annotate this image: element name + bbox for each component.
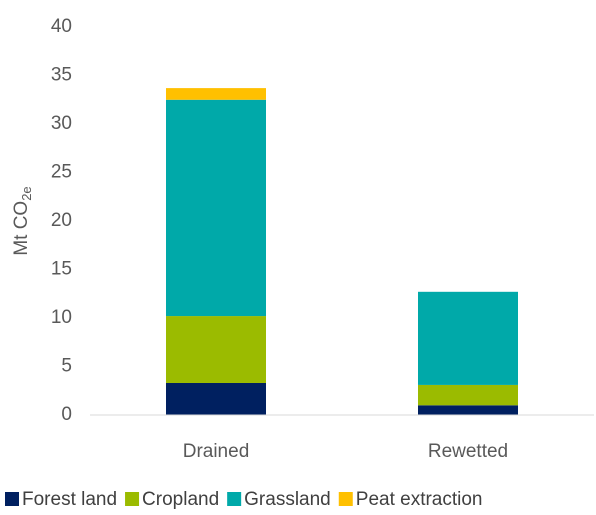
legend-label: Grassland [244,489,331,510]
bar-segment [418,384,518,406]
legend-swatch [227,492,242,506]
bar-segment [166,88,266,100]
y-axis-label-subscript: 2e [19,186,34,200]
legend-label: Cropland [142,489,219,510]
y-tick-label: 35 [51,65,72,86]
legend-label: Peat extraction [356,489,483,510]
y-tick-label: 25 [51,162,72,183]
y-tick-label: 10 [51,307,72,328]
y-tick-label: 5 [61,356,72,377]
bar-segment [418,405,518,415]
x-tick-label: Drained [183,441,250,462]
y-axis-label: Mt CO2e [11,186,34,255]
y-tick-label: 15 [51,259,72,280]
bar-segment [418,291,518,385]
legend-swatch [5,492,19,506]
bar-segment [166,382,266,415]
legend-label: Forest land [22,489,117,510]
legend-swatch [338,492,353,506]
y-tick-label: 0 [61,404,72,425]
bar-segment [166,99,266,317]
legend-swatch [125,492,140,506]
y-tick-label: 40 [51,16,72,37]
bar-segment [166,316,266,383]
y-tick-label: 20 [51,210,72,231]
x-tick-label: Rewetted [428,441,508,462]
y-tick-label: 30 [51,113,72,134]
y-axis-label-text: Mt CO [11,201,32,256]
